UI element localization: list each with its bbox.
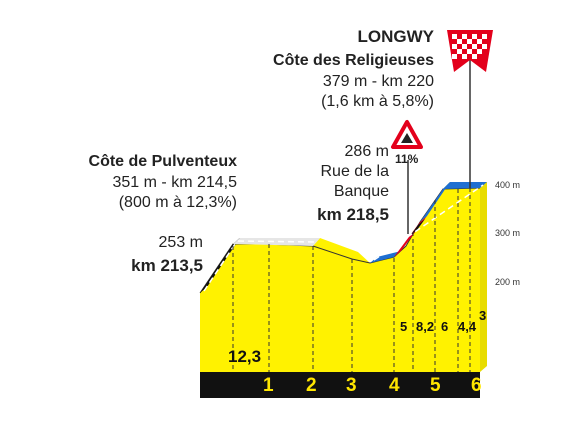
ribbon-easy-grey <box>233 238 320 246</box>
pulventeux-alt: 351 m - km 214,5 <box>112 174 238 191</box>
start-alt: 253 m <box>158 234 203 251</box>
banque-alt: 286 m <box>344 143 389 160</box>
gradient-label-0: 12,3 <box>228 347 261 366</box>
finish-climb-stats: (1,6 km à 5,8%) <box>321 93 434 110</box>
km-label-4: 4 <box>389 375 400 396</box>
ribbon-easy-dash <box>237 240 316 243</box>
altitude-label-300: 300 m <box>495 228 520 238</box>
ribbon-blue-top <box>443 182 487 189</box>
altitude-label-200: 200 m <box>495 277 520 287</box>
warning-triangle-icon <box>391 120 423 149</box>
km-label-1: 1 <box>263 375 274 396</box>
altitude-axis: 400 m 300 m 200 m <box>495 180 520 287</box>
gradient-label-2: 8,2 <box>416 319 434 334</box>
banque-name-line2: Banque <box>333 183 389 200</box>
profile-side-right <box>480 182 487 372</box>
km-label-2: 2 <box>306 375 317 396</box>
gradient-label-3: 6 <box>441 319 448 334</box>
km-labels: 1 2 3 4 5 6 <box>263 375 482 396</box>
finish-climb-name: Côte des Religieuses <box>273 52 434 69</box>
km-label-6: 6 <box>471 375 482 396</box>
km-label-5: 5 <box>430 375 441 396</box>
banque-name-line1: Rue de la <box>320 163 390 180</box>
profile-top-yellow <box>313 238 370 263</box>
ribbon-moderate-blue-1 <box>370 251 401 263</box>
km-label-3: 3 <box>346 375 357 396</box>
start-km: km 213,5 <box>131 256 203 275</box>
pulventeux-stats: (800 m à 12,3%) <box>118 194 237 211</box>
finish-flag-icon <box>447 30 493 72</box>
ribbon-moderate-dash <box>373 184 484 261</box>
ground-band <box>200 372 480 398</box>
finish-climb-alt: 379 m - km 220 <box>322 73 434 90</box>
km-gridlines <box>232 188 471 372</box>
warning-sign-gradient: 11% <box>395 152 419 166</box>
profile-body <box>200 188 480 372</box>
pulventeux-name: Côte de Pulventeux <box>88 153 237 170</box>
gradient-label-5: 3 <box>479 308 486 323</box>
altitude-label-400: 400 m <box>495 180 520 190</box>
gradient-label-1: 5 <box>400 319 407 334</box>
ribbon-black-block <box>410 219 425 236</box>
gradient-labels: 12,3 5 8,2 6 4,4 3 <box>228 308 486 366</box>
gradient-label-4: 4,4 <box>458 319 477 334</box>
banque-km: km 218,5 <box>317 205 389 224</box>
finish-town: LONGWY <box>357 27 435 46</box>
